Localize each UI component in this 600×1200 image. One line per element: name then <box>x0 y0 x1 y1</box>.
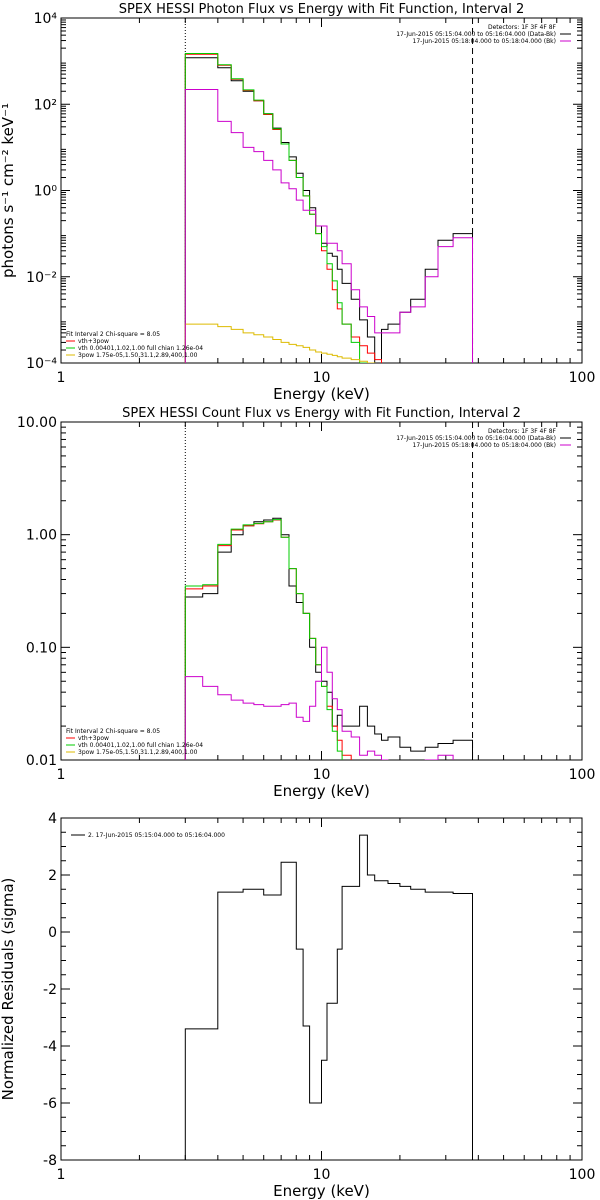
y-tick-label: 10⁻² <box>26 270 57 286</box>
x-tick-label: 1 <box>57 1167 66 1183</box>
x-tick-label: 10 <box>313 370 331 386</box>
y-tick-label: 0.10 <box>26 640 57 656</box>
legend-top-line: 17-Jun-2015 05:18:04.000 to 05:18:04.000… <box>413 442 556 449</box>
y-tick-label: 2 <box>48 868 57 884</box>
plot-frame <box>60 17 583 364</box>
legend-top-line: Detectors: 1F 3F 4F 8F <box>488 24 557 31</box>
y-axis-label: photons s⁻¹ cm⁻² keV⁻¹ <box>0 103 17 278</box>
series-data-bk <box>184 517 473 760</box>
y-tick-label: 10² <box>34 97 57 113</box>
x-tick-label: 1 <box>57 370 66 386</box>
x-tick-label: 100 <box>569 1167 596 1183</box>
y-tick-label: 0.01 <box>26 753 57 769</box>
y-tick-label: 10.00 <box>17 415 57 431</box>
x-axis-label: Energy (keV) <box>273 782 370 800</box>
y-tick-label: -6 <box>43 1096 57 1112</box>
legend-bottom-line: 3pow 1.75e-05,1.50,31.1,2.89,400,1.00 <box>78 352 198 359</box>
legend-top-line: Detectors: 1F 3F 4F 8F <box>488 428 557 435</box>
y-tick-label: 1.00 <box>26 528 57 544</box>
plot-frame <box>60 817 583 1161</box>
series-vth-3pow <box>184 53 473 363</box>
chart-title: SPEX HESSI Count Flux vs Energy with Fit… <box>122 406 521 421</box>
y-tick-label: -8 <box>43 1153 57 1169</box>
y-tick-label: 10⁻⁴ <box>26 356 57 372</box>
count-flux-panel: 1 10 100 0.01 0.10 1.00 10.00 SPEX HESSI Count … <box>17 406 596 800</box>
x-axis-label: Energy (keV) <box>273 385 370 403</box>
legend-top-line: 17-Jun-2015 05:18:04.000 to 05:18:04.000… <box>413 38 556 45</box>
series-vth <box>184 53 473 363</box>
y-tick-label: 10⁰ <box>34 184 58 200</box>
y-axis-label: Normalized Residuals (sigma) <box>0 878 17 1101</box>
series-data-bk <box>184 57 473 363</box>
x-tick-label: 100 <box>569 370 596 386</box>
x-tick-label: 10 <box>313 1167 331 1183</box>
y-tick-label: 4 <box>48 811 57 827</box>
legend-bottom-line: Fit Interval 2 Chi-square = 8.05 <box>66 331 160 338</box>
series-vth <box>184 519 473 760</box>
series-bk <box>184 89 473 363</box>
legend-bottom-line: 3pow 1.75e-05,1.50,31.1,2.89,400,1.00 <box>78 749 198 756</box>
y-tick-label: 10⁴ <box>34 11 58 27</box>
y-tick-label: -2 <box>43 982 57 998</box>
legend-top-line: 17-Jun-2015 05:15:04.000 to 05:16:04.000… <box>396 435 556 442</box>
series-3pow <box>184 323 473 363</box>
legend-bottom-line: Fit Interval 2 Chi-square = 8.05 <box>66 728 160 735</box>
x-tick-label: 1 <box>57 767 66 783</box>
y-tick-label: 0 <box>48 925 57 941</box>
series-bk <box>184 646 454 760</box>
photon-flux-panel: 1 10 100 10⁻⁴ 10⁻² 10⁰ 10² 10⁴ SPEX HESSI Photon… <box>0 2 596 403</box>
chart-title: SPEX HESSI Photon Flux vs Energy with Fi… <box>119 2 525 17</box>
legend-bottom-line: vth+3pow <box>78 338 109 345</box>
residuals-panel: 1 10 100 -8 -6 -4 -2 0 2 4 Energy (keV) Normalized … <box>0 811 595 1200</box>
legend-line: 2. 17-Jun-2015 05:15:04.000 to 05:16:04.… <box>88 832 225 839</box>
x-axis-label: Energy (keV) <box>273 1182 370 1200</box>
y-tick-label: -4 <box>43 1039 57 1055</box>
legend-bottom-line: vth 0.00401,1.02,1.00 full chian 1.26e-0… <box>78 345 203 352</box>
plot-frame <box>60 421 583 761</box>
series-vth-3pow <box>184 519 473 760</box>
legend-bottom-line: vth+3pow <box>78 735 109 742</box>
x-tick-label: 100 <box>569 767 596 783</box>
series-2-17-jun-2015-05-15-04-000-to-05-16-04-000 <box>184 834 473 1160</box>
legend-top-line: 17-Jun-2015 05:15:04.000 to 05:16:04.000… <box>396 31 556 38</box>
x-tick-label: 10 <box>313 767 331 783</box>
legend-bottom-line: vth 0.00401,1.02,1.00 full chian 1.26e-0… <box>78 742 203 749</box>
